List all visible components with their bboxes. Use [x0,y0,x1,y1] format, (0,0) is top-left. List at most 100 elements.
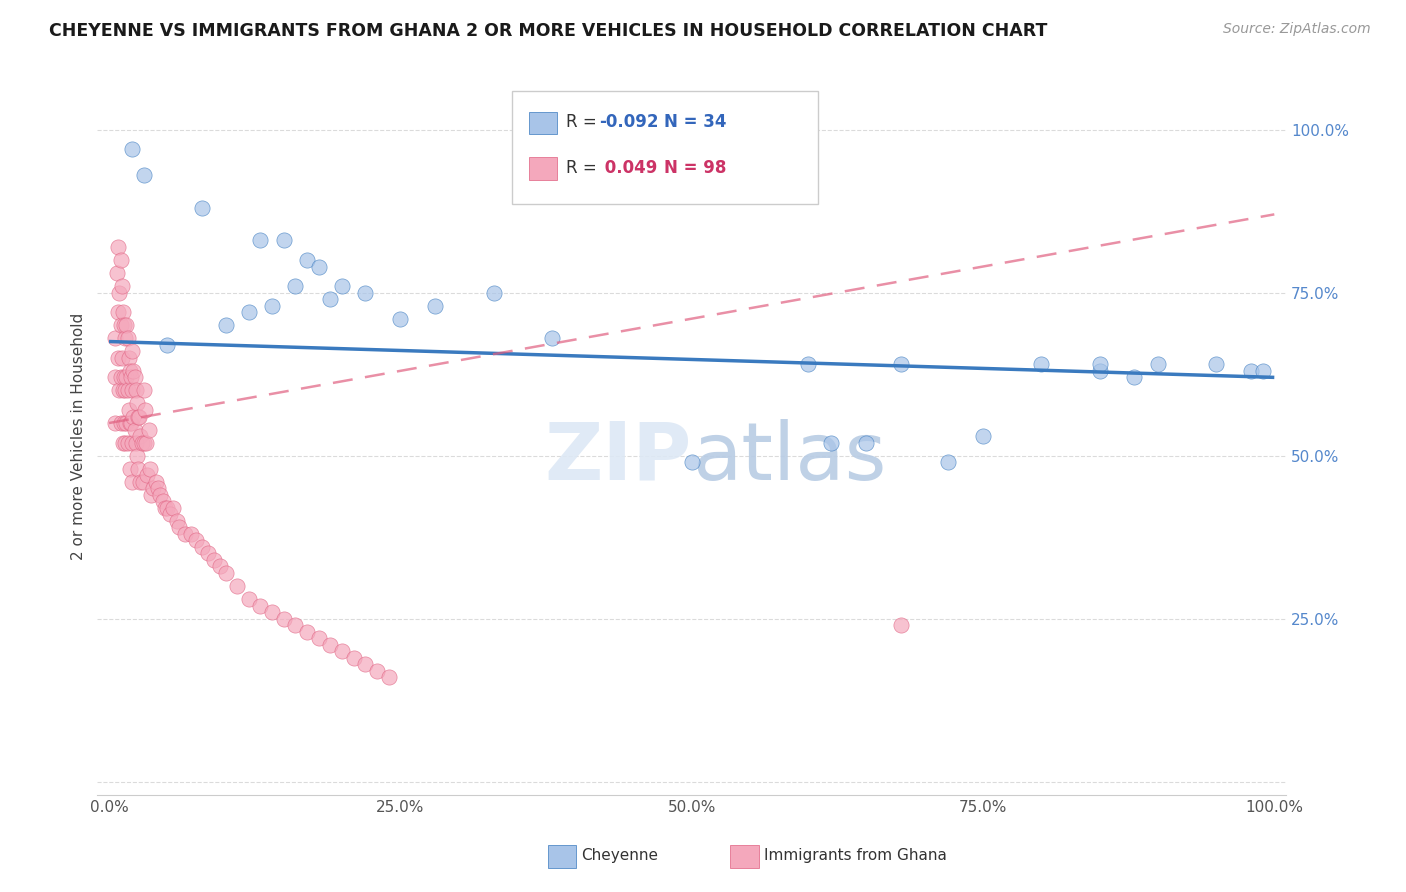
Point [129,475,152,489]
Point [319,638,342,652]
Text: R =: R = [565,112,602,131]
Point [482,285,505,300]
Point [136,468,159,483]
Point [249,599,271,613]
Point [114,384,136,398]
Point [108,384,131,398]
Point [117,384,139,398]
Point [142,481,165,495]
Point [108,285,131,300]
Point [180,527,202,541]
Point [121,475,143,489]
Text: ZIP: ZIP [544,418,692,497]
Point [115,370,138,384]
Point [104,331,127,345]
Point [115,318,138,333]
Point [1146,357,1168,371]
Point [122,409,145,424]
Point [197,546,219,560]
Point [972,429,994,443]
Point [797,357,820,371]
Point [110,318,132,333]
Point [149,488,172,502]
Point [121,384,143,398]
Point [273,612,295,626]
Point [343,650,366,665]
Point [111,279,134,293]
Text: N = 34: N = 34 [664,112,727,131]
Point [145,475,167,489]
Point [366,664,388,678]
Point [118,351,141,365]
Point [121,435,143,450]
Point [153,500,176,515]
Point [273,234,295,248]
Point [110,416,132,430]
Point [104,370,127,384]
Point [156,338,179,352]
Point [295,624,318,639]
Point [125,396,148,410]
Point [159,508,181,522]
Text: CHEYENNE VS IMMIGRANTS FROM GHANA 2 OR MORE VEHICLES IN HOUSEHOLD CORRELATION CH: CHEYENNE VS IMMIGRANTS FROM GHANA 2 OR M… [49,22,1047,40]
Point [121,344,143,359]
Point [156,500,179,515]
Text: R =: R = [565,159,602,177]
Point [132,168,155,182]
Point [284,618,307,632]
Point [107,351,129,365]
Point [114,435,136,450]
Point [115,416,138,430]
Point [425,299,447,313]
Point [191,201,214,215]
Point [162,500,184,515]
Point [118,403,141,417]
Point [202,553,225,567]
Point [226,579,249,593]
Point [262,605,284,619]
Point [208,559,231,574]
Point [120,370,142,384]
Point [112,318,135,333]
Text: atlas: atlas [692,418,886,497]
Point [284,279,307,293]
Text: 0.049: 0.049 [599,159,658,177]
Point [125,449,148,463]
Point [128,409,150,424]
Point [249,234,271,248]
Text: Immigrants from Ghana: Immigrants from Ghana [763,848,948,863]
Point [111,384,134,398]
Point [540,331,562,345]
Point [330,644,353,658]
Point [127,461,149,475]
Y-axis label: 2 or more Vehicles in Household: 2 or more Vehicles in Household [72,312,86,559]
Point [308,260,330,274]
Point [354,285,377,300]
Point [890,357,912,371]
Point [681,455,703,469]
Point [131,435,153,450]
Point [120,416,142,430]
Point [238,592,260,607]
Point [105,266,128,280]
Point [111,351,134,365]
Point [124,423,146,437]
Point [118,461,141,475]
Point [122,364,145,378]
Point [118,416,141,430]
Point [112,370,135,384]
Point [132,384,155,398]
Point [139,461,162,475]
Point [377,670,399,684]
Point [125,435,148,450]
Point [820,435,842,450]
Point [354,657,377,672]
Point [330,279,353,293]
Point [389,311,412,326]
Point [134,403,156,417]
Point [117,435,139,450]
Point [214,566,236,580]
Point [319,292,342,306]
Point [111,305,134,319]
Point [191,540,214,554]
